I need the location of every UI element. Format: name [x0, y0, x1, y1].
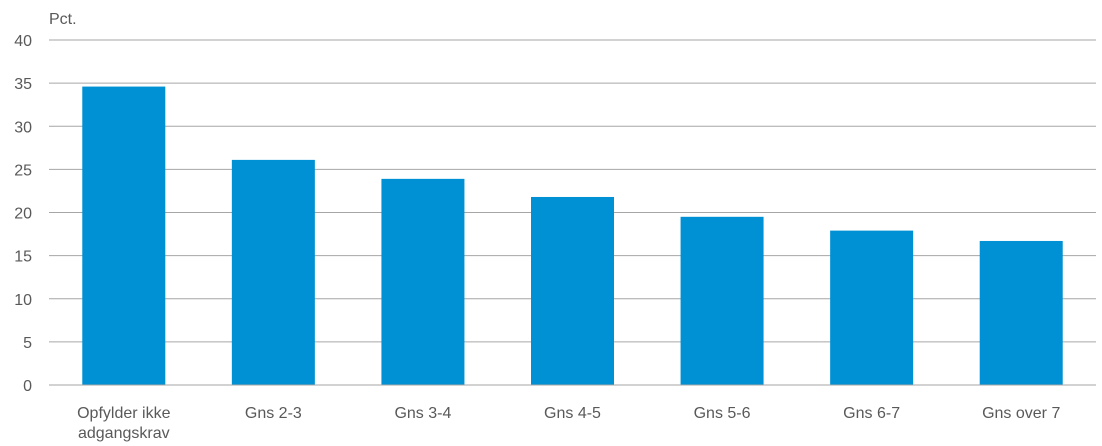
x-category-label-line: Gns 4-5	[544, 405, 601, 422]
x-category-label-line: Gns 5-6	[694, 405, 751, 422]
x-category-label-line: Gns 2-3	[245, 405, 302, 422]
bar-4	[680, 216, 764, 385]
bar-0	[82, 86, 166, 385]
x-category-label: Gns 6-7	[843, 405, 900, 422]
x-category-label: Opfylder ikke adgangskrav	[77, 405, 170, 442]
y-tick-label: 40	[14, 33, 32, 50]
x-category-label: Gns 4-5	[544, 405, 601, 422]
x-category-label-line: Opfylder ikke	[77, 405, 170, 422]
x-category-label: Gns over 7	[982, 405, 1060, 422]
y-tick-label: 10	[14, 292, 32, 309]
x-category-label-line: adgangskrav	[78, 425, 170, 442]
y-tick-label: 25	[14, 162, 32, 179]
y-tick-label: 15	[14, 249, 32, 266]
y-tick-label: 0	[23, 378, 32, 395]
y-tick-label: 35	[14, 76, 32, 93]
bar-3	[531, 196, 614, 385]
bar-2	[381, 178, 465, 385]
bar-6	[979, 240, 1063, 385]
x-category-label-line: Gns 3-4	[394, 405, 451, 422]
bars	[49, 86, 1096, 386]
x-category-label-line: Gns over 7	[982, 405, 1060, 422]
y-axis-unit-label: Pct.	[49, 11, 77, 28]
y-tick-label: 30	[14, 119, 32, 136]
x-category-label: Gns 5-6	[694, 405, 751, 422]
x-category-label: Gns 3-4	[394, 405, 451, 422]
y-axis-ticks: 0 5 10 15 20 25 30 35 40	[14, 33, 32, 395]
x-category-label-line: Gns 6-7	[843, 405, 900, 422]
y-tick-label: 20	[14, 206, 32, 223]
bar-5	[830, 230, 914, 385]
y-tick-label: 5	[23, 335, 32, 352]
x-category-label: Gns 2-3	[245, 405, 302, 422]
x-axis-labels: Opfylder ikke adgangskrav Gns 2-3 Gns 3-4 Gn…	[77, 405, 1060, 442]
bar-1	[231, 159, 315, 385]
